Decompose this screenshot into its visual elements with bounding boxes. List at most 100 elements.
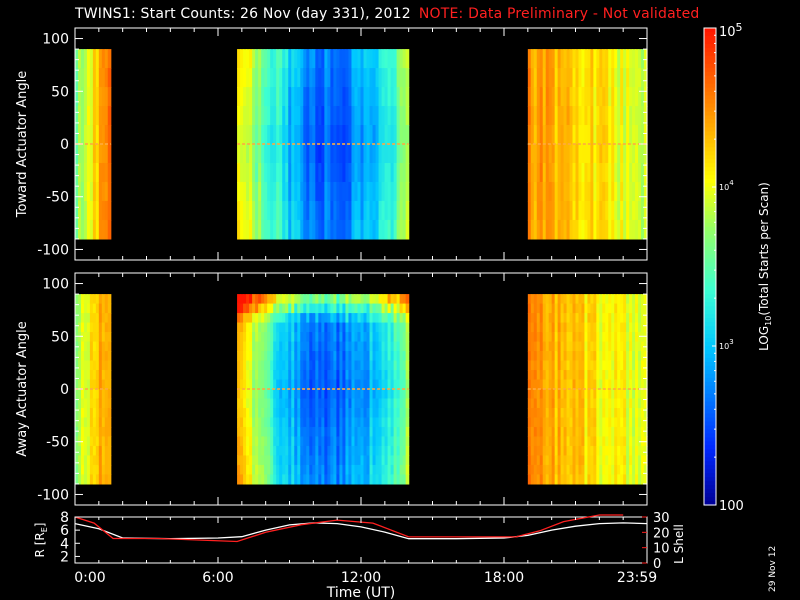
heat-cell	[243, 87, 247, 107]
heat-cell	[566, 474, 571, 485]
heat-cell	[378, 426, 383, 438]
heat-cell	[294, 144, 298, 164]
heat-cell	[638, 417, 642, 428]
heat-cell	[267, 407, 271, 419]
heat-cell	[300, 303, 304, 314]
heat-cell	[536, 436, 541, 447]
heat-cell	[572, 68, 577, 88]
heat-cell	[276, 426, 280, 438]
heat-cell	[258, 200, 262, 221]
heat-cell	[402, 474, 407, 485]
heat-cell	[276, 68, 280, 88]
heat-cell	[581, 219, 586, 240]
heat-cell	[623, 436, 627, 447]
heat-cell	[620, 125, 624, 145]
heat-cell	[285, 417, 289, 428]
heat-cell	[614, 474, 618, 485]
heat-cell	[258, 181, 262, 202]
heat-cell	[581, 379, 586, 390]
heat-cell	[303, 455, 307, 466]
heat-cell	[309, 426, 313, 438]
heat-cell	[539, 426, 544, 438]
heat-cell	[98, 370, 103, 381]
heat-cell	[95, 144, 100, 164]
heat-cell	[315, 417, 319, 428]
heat-cell	[75, 303, 79, 314]
heat-cell	[345, 398, 350, 409]
heat-cell	[77, 219, 82, 240]
heat-cell	[560, 360, 565, 371]
heat-cell	[590, 181, 594, 202]
heat-cell	[632, 125, 636, 145]
heat-cell	[542, 68, 547, 88]
heat-cell	[312, 313, 316, 324]
heat-cell	[324, 144, 328, 164]
heat-cell	[101, 379, 106, 390]
colorbar-cell	[704, 43, 716, 49]
heat-cell	[351, 313, 356, 324]
heat-cell	[336, 474, 341, 485]
heat-cell	[393, 426, 398, 438]
heat-cell	[264, 370, 268, 381]
pass-block	[237, 49, 410, 240]
heat-cell	[402, 445, 407, 457]
heat-cell	[345, 370, 350, 381]
heat-cell	[584, 322, 589, 333]
heat-cell	[641, 389, 645, 400]
heat-cell	[303, 332, 307, 343]
colorbar-tick-base: 100	[719, 499, 744, 514]
heat-cell	[336, 332, 341, 343]
heat-cell	[393, 219, 398, 240]
heat-cell	[333, 87, 338, 107]
heat-cell	[252, 379, 256, 390]
heat-cell	[240, 303, 244, 314]
heat-cell	[563, 87, 568, 107]
heat-cell	[336, 436, 341, 447]
heat-cell	[348, 181, 353, 202]
heat-cell	[80, 303, 85, 314]
heat-cell	[315, 181, 319, 202]
heat-cell	[572, 407, 577, 419]
heat-cell	[297, 455, 301, 466]
heat-cell	[348, 332, 353, 343]
left-axis-label-subscript: E	[40, 527, 49, 532]
heat-cell	[360, 407, 365, 419]
heat-cell	[545, 341, 550, 352]
heat-cell	[372, 162, 377, 183]
heat-cell	[83, 322, 88, 333]
heat-cell	[375, 87, 380, 107]
heat-cell	[530, 351, 535, 362]
heat-cell	[312, 389, 316, 400]
heat-cell	[548, 106, 553, 126]
heat-cell	[617, 351, 621, 362]
heat-cell	[95, 106, 100, 126]
heat-cell	[393, 455, 398, 466]
heat-cell	[557, 162, 562, 183]
heat-cell	[599, 455, 603, 466]
heat-cell	[605, 370, 609, 381]
heat-cell	[390, 87, 395, 107]
heat-cell	[261, 181, 265, 202]
heat-cell	[369, 303, 374, 314]
heat-cell	[366, 474, 371, 485]
heat-cell	[569, 426, 574, 438]
heat-cell	[77, 125, 82, 145]
heat-cell	[405, 106, 410, 126]
heat-cell	[288, 294, 292, 305]
heat-cell	[387, 351, 392, 362]
heat-cell	[366, 379, 371, 390]
heat-cell	[644, 144, 648, 164]
heat-cell	[387, 417, 392, 428]
heat-cell	[629, 125, 633, 145]
heat-cell	[255, 445, 259, 457]
heat-cell	[638, 294, 642, 305]
heat-cell	[584, 219, 589, 240]
heat-cell	[545, 332, 550, 343]
heat-cell	[581, 370, 586, 381]
colorbar-tick-exponent: 5	[736, 21, 743, 34]
heat-cell	[291, 68, 295, 88]
heat-cell	[86, 360, 91, 371]
heat-cell	[101, 181, 106, 202]
heat-cell	[360, 68, 365, 88]
heat-cell	[587, 125, 591, 145]
